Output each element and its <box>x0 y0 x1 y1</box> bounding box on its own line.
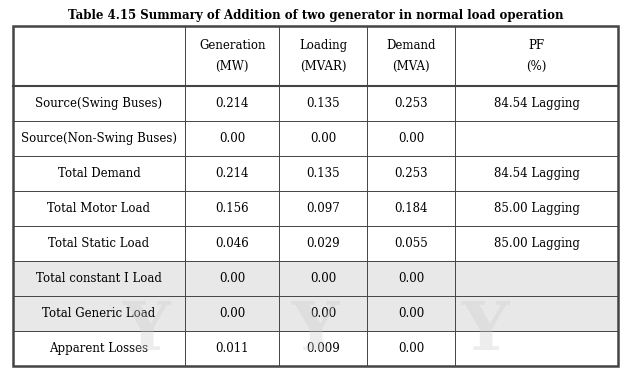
Text: 0.00: 0.00 <box>398 307 424 320</box>
Text: 85.00 Lagging: 85.00 Lagging <box>493 237 579 250</box>
Text: Total constant I Load: Total constant I Load <box>36 272 162 285</box>
Text: 0.214: 0.214 <box>215 97 249 110</box>
Text: 0.046: 0.046 <box>215 237 249 250</box>
Text: 0.156: 0.156 <box>215 202 249 215</box>
Text: 0.253: 0.253 <box>394 167 428 180</box>
Text: 0.135: 0.135 <box>306 97 340 110</box>
Text: Table 4.15 Summary of Addition of two generator in normal load operation: Table 4.15 Summary of Addition of two ge… <box>68 9 563 22</box>
Text: 84.54 Lagging: 84.54 Lagging <box>493 97 579 110</box>
Text: Generation
(MW): Generation (MW) <box>199 39 266 73</box>
Text: 85.00 Lagging: 85.00 Lagging <box>493 202 579 215</box>
Text: Demand
(MVA): Demand (MVA) <box>386 39 435 73</box>
Text: PF
(%): PF (%) <box>526 39 547 73</box>
Text: Loading
(MVAR): Loading (MVAR) <box>299 39 347 73</box>
Text: 0.00: 0.00 <box>310 132 336 145</box>
Text: Total Motor Load: Total Motor Load <box>47 202 150 215</box>
Text: 0.00: 0.00 <box>219 132 245 145</box>
Text: 0.00: 0.00 <box>219 307 245 320</box>
Text: 0.029: 0.029 <box>306 237 340 250</box>
Text: 0.00: 0.00 <box>398 272 424 285</box>
Text: 0.135: 0.135 <box>306 167 340 180</box>
Text: 0.184: 0.184 <box>394 202 428 215</box>
Text: 0.00: 0.00 <box>398 342 424 355</box>
Text: Source(Non-Swing Buses): Source(Non-Swing Buses) <box>21 132 177 145</box>
Bar <box>13 296 618 331</box>
Text: 0.009: 0.009 <box>306 342 340 355</box>
Text: Y: Y <box>461 299 509 364</box>
Text: 0.097: 0.097 <box>306 202 340 215</box>
Text: 0.00: 0.00 <box>219 272 245 285</box>
Bar <box>13 261 618 296</box>
Text: 0.00: 0.00 <box>310 307 336 320</box>
Text: 0.011: 0.011 <box>215 342 249 355</box>
Text: 0.253: 0.253 <box>394 97 428 110</box>
Text: Total Static Load: Total Static Load <box>49 237 150 250</box>
Text: Total Demand: Total Demand <box>57 167 140 180</box>
Text: 84.54 Lagging: 84.54 Lagging <box>493 167 579 180</box>
Text: Source(Swing Buses): Source(Swing Buses) <box>35 97 163 110</box>
Text: Y: Y <box>292 299 339 364</box>
Text: Y: Y <box>122 299 170 364</box>
Text: Apparent Losses: Apparent Losses <box>49 342 148 355</box>
Text: 0.00: 0.00 <box>310 272 336 285</box>
Text: 0.055: 0.055 <box>394 237 428 250</box>
Text: 0.214: 0.214 <box>215 167 249 180</box>
Text: 0.00: 0.00 <box>398 132 424 145</box>
Text: Total Generic Load: Total Generic Load <box>42 307 156 320</box>
